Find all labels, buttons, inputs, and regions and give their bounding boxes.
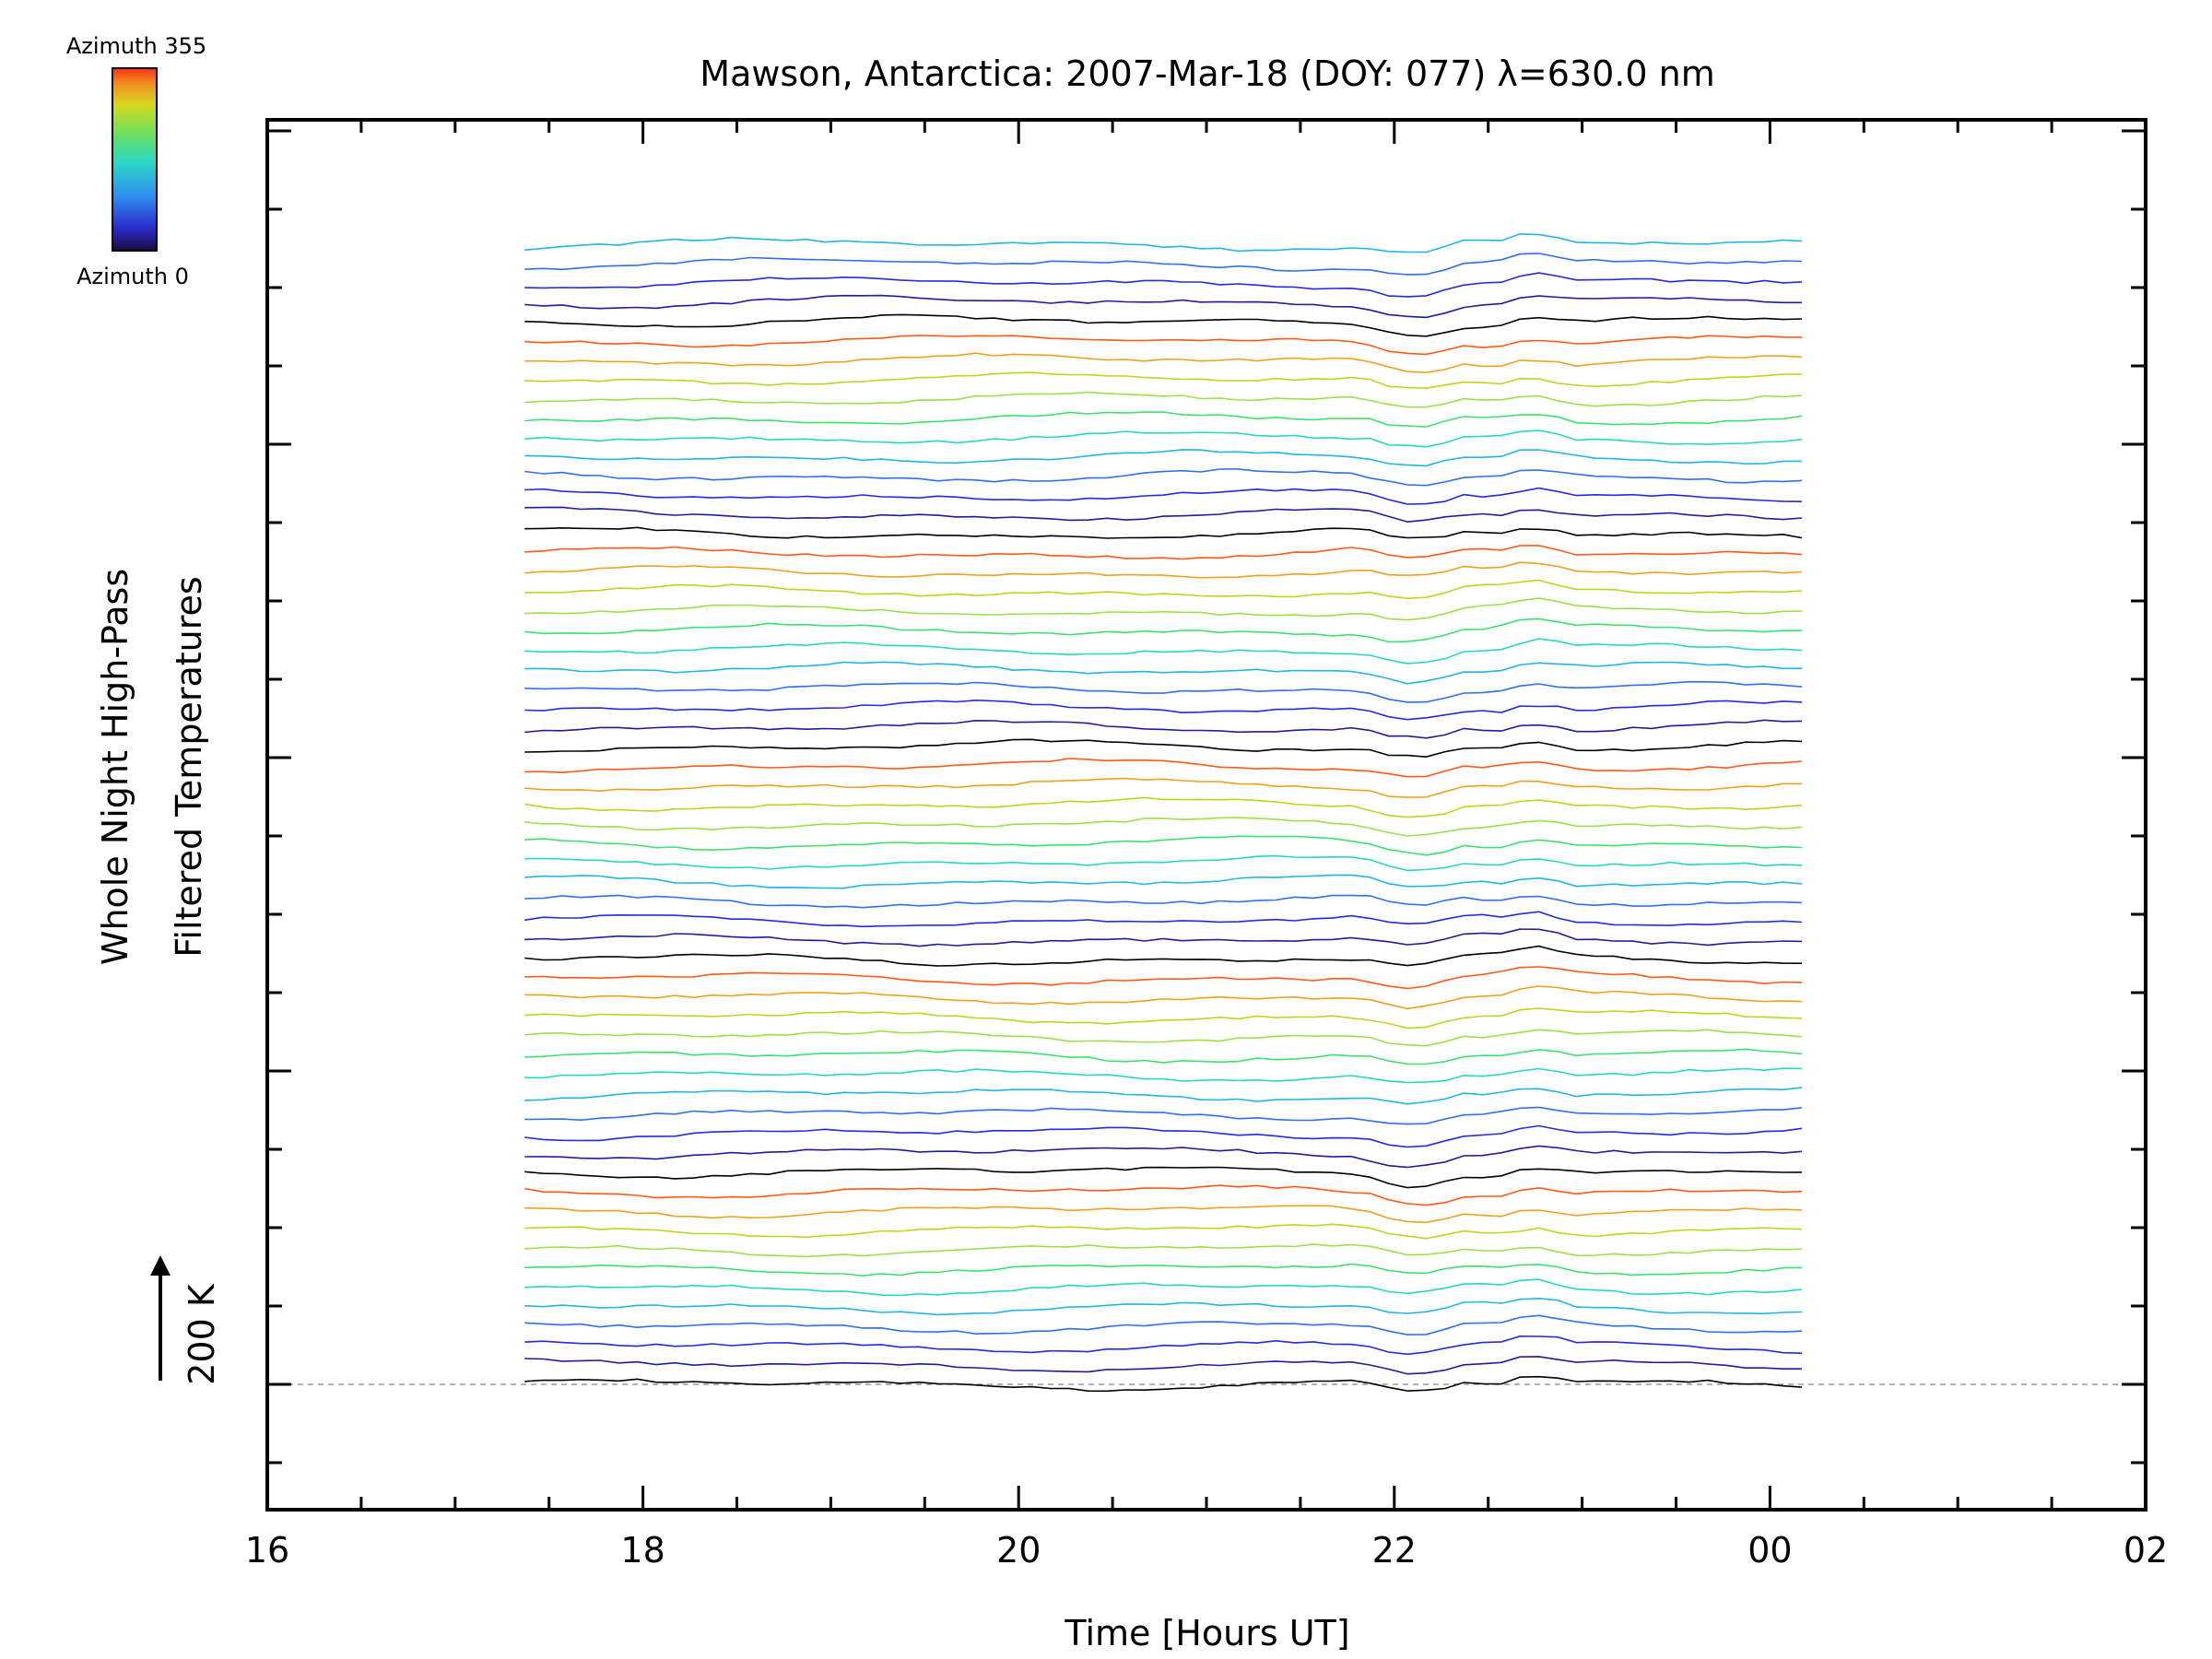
series-line xyxy=(524,966,1803,990)
series-line xyxy=(524,506,1803,524)
colorbar-top-label: Azimuth 355 xyxy=(66,33,206,59)
series-line xyxy=(524,232,1803,253)
scale-arrow xyxy=(150,1255,171,1381)
series-line xyxy=(524,638,1803,665)
x-tick-label: 00 xyxy=(1747,1530,1792,1571)
x-tick-label: 20 xyxy=(996,1530,1041,1571)
series-group xyxy=(524,232,1803,1393)
series-line xyxy=(524,253,1803,276)
series-line xyxy=(524,294,1802,319)
series-line xyxy=(524,945,1803,967)
series-line xyxy=(524,449,1802,467)
x-tick-label: 18 xyxy=(620,1530,665,1571)
scale-label: 200 K xyxy=(182,1283,222,1385)
series-line xyxy=(524,1067,1803,1084)
series-line xyxy=(524,719,1803,739)
series-line xyxy=(524,758,1803,778)
series-line xyxy=(524,699,1803,721)
series-line xyxy=(524,1356,1802,1375)
series-line xyxy=(524,597,1803,621)
series-line xyxy=(524,985,1803,1010)
series-line xyxy=(524,1278,1803,1297)
chart-title: Mawson, Antarctica: 2007-Mar-18 (DOY: 07… xyxy=(700,53,1714,94)
series-line xyxy=(524,1048,1803,1065)
series-line xyxy=(524,661,1803,685)
series-line xyxy=(524,874,1803,889)
x-tick-label: 02 xyxy=(2124,1530,2168,1571)
colorbar-bottom-label: Azimuth 0 xyxy=(76,264,189,289)
series-line xyxy=(524,335,1803,356)
series-line xyxy=(524,526,1803,539)
axis-ticks xyxy=(265,120,2147,1510)
x-tick-label: 22 xyxy=(1372,1530,1417,1571)
series-line xyxy=(524,777,1802,798)
series-line xyxy=(524,468,1803,487)
series-line xyxy=(524,487,1803,505)
series-line xyxy=(524,854,1803,872)
series-line xyxy=(524,618,1802,643)
y-axis-label-line1: Whole Night High-Pass xyxy=(95,569,135,965)
series-line xyxy=(524,1223,1803,1240)
series-line xyxy=(524,1335,1803,1356)
series-line xyxy=(524,1205,1803,1224)
series-line xyxy=(524,796,1803,818)
series-line xyxy=(524,1184,1803,1206)
series-line xyxy=(524,1145,1803,1169)
series-line xyxy=(524,1124,1803,1148)
series-line xyxy=(524,561,1803,579)
series-line xyxy=(524,1029,1803,1047)
series-line xyxy=(524,738,1803,759)
x-tick-labels: 16 18 20 22 00 02 xyxy=(245,1530,2168,1571)
series-line xyxy=(524,429,1803,448)
series-line xyxy=(524,835,1803,856)
series-line xyxy=(524,313,1803,337)
series-line xyxy=(524,545,1803,560)
series-line xyxy=(524,1297,1803,1316)
series-line xyxy=(524,1243,1803,1258)
series-line xyxy=(524,352,1803,374)
series-line xyxy=(524,1106,1803,1125)
series-line xyxy=(524,1007,1803,1030)
series-line xyxy=(524,411,1803,428)
series-line xyxy=(524,1263,1803,1277)
series-line xyxy=(524,680,1803,703)
series-line xyxy=(524,391,1803,408)
series-line xyxy=(524,817,1803,837)
series-line xyxy=(524,1087,1803,1105)
series-line xyxy=(524,911,1803,928)
colorbar xyxy=(112,67,158,252)
series-line xyxy=(524,371,1802,390)
series-line xyxy=(524,579,1803,600)
series-line xyxy=(524,272,1803,298)
x-tick-label: 16 xyxy=(245,1530,289,1571)
series-line xyxy=(524,1375,1803,1393)
plot-frame xyxy=(265,118,2147,1512)
series-line xyxy=(524,1314,1803,1335)
y-axis-label-line2: Filtered Temperatures xyxy=(169,576,209,957)
series-line xyxy=(524,928,1803,947)
series-line xyxy=(524,894,1803,909)
x-axis-label: Time [Hours UT] xyxy=(1064,1613,1349,1653)
series-line xyxy=(524,1166,1803,1189)
